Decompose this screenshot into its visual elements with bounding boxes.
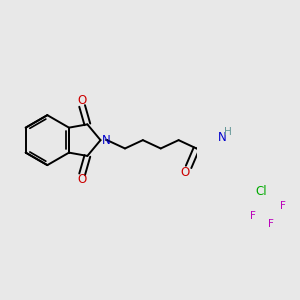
Text: O: O (180, 166, 189, 178)
Text: N: N (101, 134, 110, 147)
Text: F: F (280, 201, 286, 211)
Text: F: F (268, 219, 274, 229)
Text: Cl: Cl (255, 185, 267, 198)
Text: N: N (218, 131, 226, 144)
Text: F: F (250, 211, 256, 221)
Text: H: H (224, 127, 231, 137)
Text: O: O (77, 94, 87, 107)
Text: O: O (77, 173, 87, 186)
